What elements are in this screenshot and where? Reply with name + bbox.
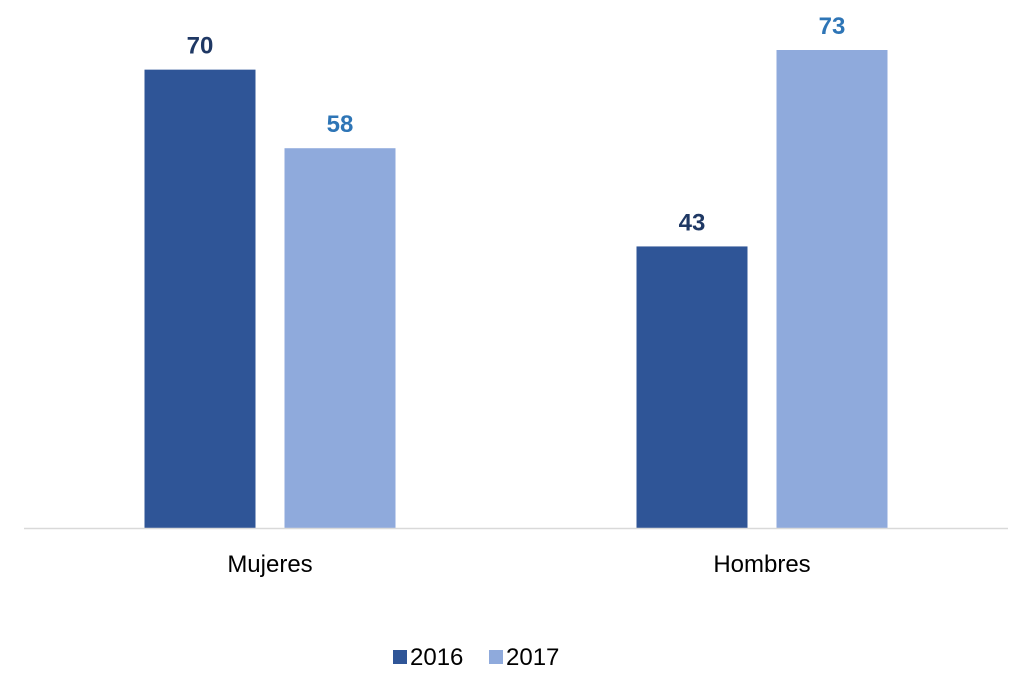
legend: 2016 2017 bbox=[393, 644, 559, 671]
bar-2016-mujeres bbox=[144, 69, 256, 529]
bar-2017-mujeres bbox=[284, 148, 396, 528]
data-label-2017-hombres: 73 bbox=[819, 13, 846, 40]
bar-2016-hombres bbox=[636, 246, 748, 528]
bars-layer: 70 43 58 73 bbox=[144, 13, 888, 529]
category-label-mujeres: Mujeres bbox=[227, 551, 312, 578]
category-label-hombres: Hombres bbox=[713, 551, 810, 578]
data-label-2016-mujeres: 70 bbox=[187, 33, 214, 60]
legend-label-2016: 2016 bbox=[410, 644, 463, 671]
data-label-2017-mujeres: 58 bbox=[327, 111, 354, 138]
legend-swatch-2016 bbox=[393, 650, 407, 664]
category-labels: Mujeres Hombres bbox=[227, 551, 810, 578]
legend-swatch-2017 bbox=[489, 650, 503, 664]
legend-label-2017: 2017 bbox=[506, 644, 559, 671]
bar-2017-hombres bbox=[776, 50, 888, 528]
data-label-2016-hombres: 43 bbox=[679, 209, 706, 236]
